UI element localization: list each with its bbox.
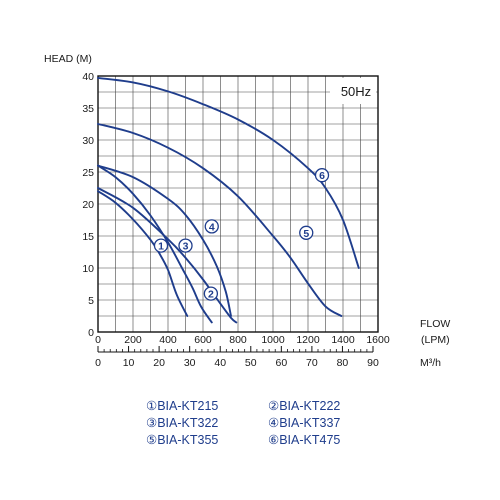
legend: ①BIA-KT215 ②BIA-KT222 ③BIA-KT322 ④BIA-KT… xyxy=(146,398,386,448)
x-tick-label-m3h: 40 xyxy=(214,357,226,369)
marker-circle-4 xyxy=(204,219,219,234)
y-tick-label: 0 xyxy=(88,327,94,339)
marker-label-5: 5 xyxy=(303,228,309,240)
curve-bia-kt322 xyxy=(97,164,213,324)
frequency-label: 50Hz xyxy=(341,84,371,99)
axes: 50Hz xyxy=(97,75,379,353)
x-tick-label-m3h: 60 xyxy=(275,357,287,369)
marker-label-4: 4 xyxy=(209,221,215,233)
x-tick-label-lpm: 400 xyxy=(159,334,177,346)
x-tick-label-m3h: 80 xyxy=(337,357,349,369)
grid xyxy=(98,76,378,332)
y-tick-label: 40 xyxy=(82,71,94,83)
marker-label-1: 1 xyxy=(158,241,164,253)
legend-item-kt215: ①BIA-KT215 xyxy=(146,399,219,413)
x-tick-label-lpm: 1400 xyxy=(331,334,355,346)
x-tick-label-lpm: 1000 xyxy=(261,334,285,346)
marker-circle-6 xyxy=(314,168,330,183)
x-tick-label-lpm: 200 xyxy=(124,334,142,346)
x-tick-label-lpm: 1200 xyxy=(296,334,320,346)
curve-bia-kt355 xyxy=(97,123,343,317)
marker-label-6: 6 xyxy=(319,170,325,182)
x-tick-label-lpm: 1600 xyxy=(366,334,390,346)
y-tick-label: 20 xyxy=(82,199,94,211)
y-tick-label: 30 xyxy=(82,135,94,147)
marker-label-2: 2 xyxy=(208,289,214,301)
y-tick-label: 25 xyxy=(82,167,94,179)
x-axis-label-flow: FLOW xyxy=(420,318,450,330)
frequency-box xyxy=(330,78,376,104)
x-tick-label-m3h: 90 xyxy=(367,357,379,369)
x-tick-label-m3h: 70 xyxy=(306,357,318,369)
marker-circle-2 xyxy=(203,286,219,301)
curve-bia-kt337 xyxy=(97,164,232,317)
marker-label-3: 3 xyxy=(183,241,189,253)
curve-bia-kt475 xyxy=(97,76,360,269)
legend-item-kt222: ②BIA-KT222 xyxy=(268,399,341,413)
y-tick-label: 15 xyxy=(82,231,94,243)
y-tick-label: 35 xyxy=(82,103,94,115)
x-tick-label-lpm: 800 xyxy=(229,334,247,346)
curve-bia-kt222 xyxy=(97,187,238,324)
marker-circle-5 xyxy=(299,225,314,240)
y-tick-label: 10 xyxy=(82,263,94,275)
performance-curves xyxy=(97,76,360,324)
x-tick-label-m3h: 10 xyxy=(123,357,135,369)
x-tick-label-m3h: 30 xyxy=(184,357,196,369)
y-axis-label: HEAD (M) xyxy=(44,53,92,65)
marker-circle-3 xyxy=(178,238,193,253)
x-tick-label-m3h: 20 xyxy=(153,357,165,369)
legend-item-kt337: ④BIA-KT337 xyxy=(268,416,341,430)
x-axis-unit-lpm: (LPM) xyxy=(421,334,450,346)
y-tick-label: 5 xyxy=(88,295,94,307)
x-tick-label-lpm: 0 xyxy=(95,334,101,346)
x-tick-label-m3h: 0 xyxy=(95,357,101,369)
x-tick-label-lpm: 600 xyxy=(194,334,212,346)
legend-item-kt475: ⑥BIA-KT475 xyxy=(268,433,341,447)
x-axis-label-m3h: M³/h xyxy=(420,357,441,369)
legend-item-kt322: ③BIA-KT322 xyxy=(146,416,219,430)
plot-frame xyxy=(97,75,379,333)
legend-item-kt355: ⑤BIA-KT355 xyxy=(146,433,219,447)
marker-circle-1 xyxy=(153,238,169,253)
curve-markers: 1 2 3 4 5 6 xyxy=(153,168,330,301)
x-tick-label-m3h: 50 xyxy=(245,357,257,369)
